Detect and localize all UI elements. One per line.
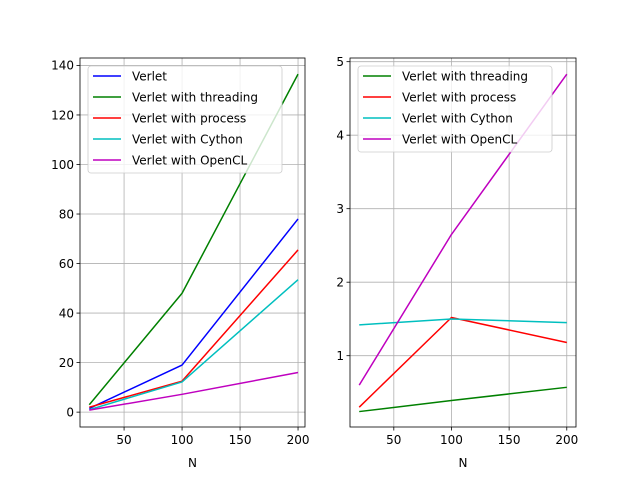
x-tick-label: 150 [498, 433, 521, 447]
x-axis-label: N [188, 456, 197, 470]
series-line-1 [359, 386, 567, 413]
series-line-5 [89, 371, 299, 411]
legend-frame [87, 65, 283, 174]
x-tick-label: 150 [229, 433, 252, 447]
chart-panel-1: 50 100 150 200020406080100120140NVerletVerl… [51, 57, 310, 470]
x-tick-label: 100 [171, 433, 194, 447]
x-axis-label: N [459, 456, 468, 470]
x-tick-label: 200 [287, 433, 310, 447]
legend-label-4: Verlet with OpenCL [402, 132, 518, 146]
series-line-2 [358, 316, 567, 408]
series-line-4 [89, 279, 299, 411]
y-tick-label: 2 [336, 275, 344, 289]
y-tick-label: 140 [51, 59, 74, 73]
legend-label-1: Verlet with threading [402, 69, 528, 83]
y-tick-label: 3 [336, 202, 344, 216]
y-tick-label: 120 [51, 108, 74, 122]
x-tick-label: 50 [116, 433, 131, 447]
y-tick-label: 1 [336, 349, 344, 363]
legend-label-4: Verlet with Cython [132, 132, 243, 146]
y-tick-label: 4 [336, 128, 344, 142]
legend-frame [357, 65, 553, 153]
y-tick-label: 5 [336, 55, 344, 69]
y-tick-label: 100 [51, 158, 74, 172]
y-tick-label: 60 [59, 257, 74, 271]
y-tick-label: 20 [59, 356, 74, 370]
axes-frame [79, 57, 306, 428]
axes-frame [349, 57, 577, 428]
x-tick-label: 50 [386, 433, 401, 447]
legend: Verlet with threading Verlet with process… [357, 65, 553, 153]
legend-label-2: Verlet with process [402, 90, 516, 104]
series-line-1 [88, 218, 299, 410]
x-tick-label: 100 [440, 433, 463, 447]
legend: Verlet Verlet with threading Verlet with p… [87, 65, 283, 174]
y-tick-label: 40 [59, 306, 74, 320]
y-tick-label: 80 [59, 207, 74, 221]
legend-label-2: Verlet with threading [132, 90, 258, 104]
legend-label-3: Verlet with Cython [402, 111, 513, 125]
series-line-3 [359, 318, 567, 326]
legend-label-3: Verlet with process [132, 111, 246, 125]
legend-label-1: Verlet [132, 69, 167, 83]
x-tick-label: 200 [555, 433, 578, 447]
legend-label-5: Verlet with OpenCL [132, 153, 248, 167]
y-tick-label: 0 [66, 405, 74, 419]
